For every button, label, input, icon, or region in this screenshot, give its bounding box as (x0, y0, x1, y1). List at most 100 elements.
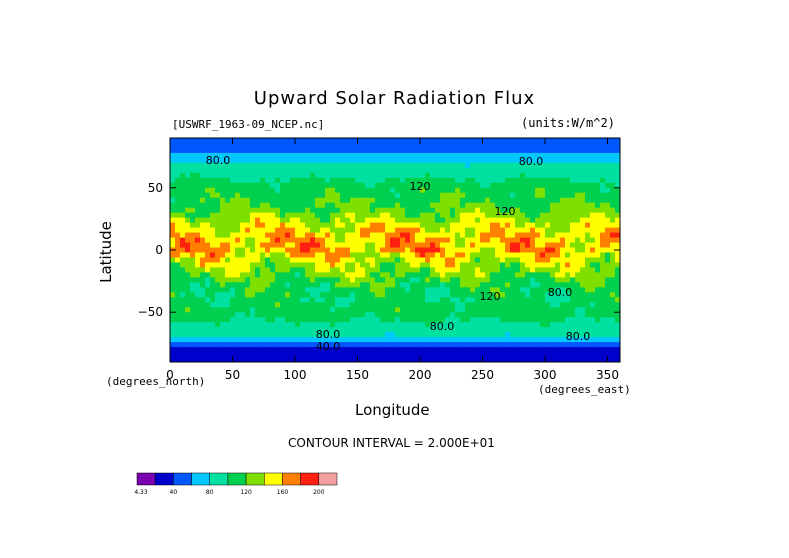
heatmap-cell (605, 302, 611, 308)
heatmap-cell (335, 252, 341, 258)
heatmap-cell (320, 182, 326, 189)
heatmap-cell (360, 277, 366, 283)
heatmap-cell (185, 142, 191, 149)
heatmap-cell (245, 247, 251, 253)
heatmap-cell (495, 187, 501, 194)
heatmap-cell (230, 332, 236, 338)
heatmap-cell (250, 277, 256, 283)
heatmap-cell (480, 157, 486, 164)
heatmap-cell (420, 247, 426, 253)
heatmap-cell (255, 272, 261, 278)
heatmap-cell (520, 167, 526, 174)
heatmap-cell (265, 347, 271, 353)
heatmap-cell (445, 307, 451, 313)
heatmap-cell (525, 337, 531, 343)
heatmap-cell (505, 247, 511, 253)
heatmap-cell (285, 297, 291, 303)
heatmap-cell (540, 202, 546, 209)
heatmap-cell (285, 138, 291, 144)
heatmap-cell (255, 242, 261, 248)
heatmap-cell (340, 182, 346, 189)
heatmap-cell (470, 312, 476, 318)
heatmap-cell (610, 332, 616, 338)
x-axis-units: (degrees_east) (538, 383, 631, 396)
heatmap-cell (280, 147, 286, 154)
heatmap-cell (170, 327, 176, 333)
heatmap-cell (450, 207, 456, 214)
heatmap-cell (355, 262, 361, 268)
heatmap-cell (615, 177, 620, 184)
heatmap-cell (190, 147, 196, 154)
heatmap-cell (420, 138, 426, 144)
heatmap-cell (530, 182, 536, 189)
heatmap-cell (440, 242, 446, 248)
heatmap-cell (170, 277, 176, 283)
heatmap-cell (430, 327, 436, 333)
heatmap-cell (615, 332, 620, 338)
heatmap-cell (470, 167, 476, 174)
heatmap-cell (265, 322, 271, 328)
heatmap-cell (310, 342, 316, 348)
heatmap-cell (445, 162, 451, 169)
heatmap-cell (420, 157, 426, 164)
heatmap-cell (565, 167, 571, 174)
heatmap-cell (605, 222, 611, 228)
heatmap-cell (495, 267, 501, 273)
heatmap-cell (480, 252, 486, 258)
heatmap-cell (460, 357, 466, 362)
heatmap-cell (520, 197, 526, 204)
heatmap-cell (170, 237, 176, 243)
heatmap-cell (350, 227, 356, 233)
heatmap-cell (445, 282, 451, 288)
heatmap-cell (525, 272, 531, 278)
heatmap-cell (565, 252, 571, 258)
heatmap-cell (425, 332, 431, 338)
heatmap-cell (335, 247, 341, 253)
heatmap-cell (220, 302, 226, 308)
heatmap-cell (555, 242, 561, 248)
heatmap-cell (425, 307, 431, 313)
heatmap-cell (280, 352, 286, 358)
heatmap-cell (455, 217, 461, 224)
heatmap-cell (460, 227, 466, 233)
heatmap-cell (400, 257, 406, 263)
heatmap-cell (615, 147, 620, 154)
heatmap-cell (615, 192, 620, 199)
heatmap-cell (285, 207, 291, 214)
heatmap-cell (185, 297, 191, 303)
heatmap-cell (410, 332, 416, 338)
heatmap-cell (180, 287, 186, 293)
heatmap-cell (380, 192, 386, 199)
heatmap-cell (375, 322, 381, 328)
heatmap-cell (210, 307, 216, 313)
heatmap-cell (610, 222, 616, 228)
heatmap-cell (525, 357, 531, 362)
heatmap-cell (285, 257, 291, 263)
heatmap-cell (365, 167, 371, 174)
heatmap-cell (170, 142, 176, 149)
heatmap-cell (440, 272, 446, 278)
heatmap-cell (580, 138, 586, 144)
heatmap-cell (285, 212, 291, 219)
heatmap-cell (450, 147, 456, 154)
heatmap-cell (315, 352, 321, 358)
heatmap-cell (490, 357, 496, 362)
heatmap-cell (520, 267, 526, 273)
heatmap-cell (310, 152, 316, 159)
heatmap-cell (275, 232, 281, 238)
heatmap-cell (250, 237, 256, 243)
heatmap-cell (505, 312, 511, 318)
y-tick-label: 50 (148, 181, 163, 195)
heatmap-cell (490, 352, 496, 358)
heatmap-cell (590, 282, 596, 288)
heatmap-cell (200, 337, 206, 343)
heatmap-cell (360, 307, 366, 313)
heatmap-cell (255, 172, 261, 179)
heatmap-cell (560, 162, 566, 169)
heatmap-cell (400, 197, 406, 204)
heatmap-cell (605, 347, 611, 353)
heatmap-cell (320, 138, 326, 144)
heatmap-cell (375, 177, 381, 184)
heatmap-cell (315, 192, 321, 199)
heatmap-cell (185, 227, 191, 233)
